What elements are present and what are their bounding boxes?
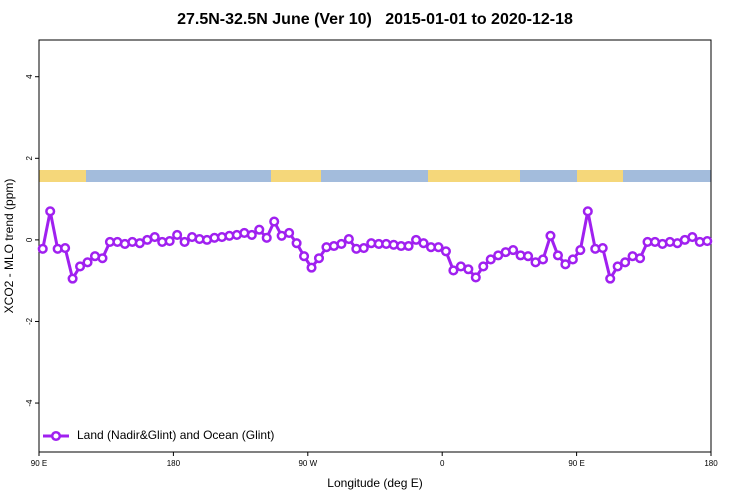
y-tick-label: -4: [25, 399, 34, 407]
point: [567, 254, 578, 265]
x-tick-label: 90 E: [31, 459, 47, 468]
x-tick-label: 90 W: [298, 459, 317, 468]
point: [82, 257, 93, 268]
point: [336, 238, 347, 250]
point: [597, 242, 608, 254]
point: [358, 242, 369, 254]
y-axis-label: XCO2 - MLO trend (ppm): [2, 179, 16, 314]
point: [537, 254, 549, 265]
land-band: [39, 170, 86, 182]
point: [605, 273, 616, 284]
y-tick-label: -2: [25, 317, 34, 325]
chart-title: 27.5N-32.5N June (Ver 10) 2015-01-01 to …: [177, 11, 573, 28]
point: [635, 253, 646, 264]
land-band: [428, 170, 520, 182]
x-tick-label: 180: [704, 459, 718, 468]
point: [440, 246, 451, 257]
point: [254, 224, 265, 235]
point: [149, 231, 160, 243]
point: [179, 236, 190, 247]
point: [448, 265, 459, 276]
land-ocean-strip: [39, 170, 711, 182]
x-axis-label: Longitude (deg E): [327, 476, 422, 490]
point: [552, 250, 563, 261]
x-tick-label: 90 E: [568, 459, 584, 468]
land-band: [271, 170, 321, 182]
point: [45, 206, 56, 217]
point: [343, 234, 354, 245]
y-tick-label: 2: [25, 156, 34, 161]
x-tick-label: 0: [440, 459, 445, 468]
point: [478, 261, 489, 272]
point: [261, 232, 272, 243]
y-tick-label: 0: [25, 237, 34, 242]
point: [37, 243, 48, 254]
legend-marker: [50, 430, 62, 442]
point: [575, 245, 586, 256]
point: [470, 272, 481, 283]
point: [485, 254, 496, 265]
point: [560, 259, 571, 270]
point: [246, 229, 257, 241]
point: [164, 236, 175, 247]
point: [172, 229, 183, 241]
point: [60, 242, 71, 254]
point: [508, 245, 519, 256]
point: [291, 238, 302, 249]
point: [545, 230, 556, 241]
y-tick-label: 4: [25, 74, 34, 79]
point: [523, 251, 534, 262]
point: [582, 206, 593, 217]
legend-label: Land (Nadir&Glint) and Ocean (Glint): [77, 428, 274, 442]
point: [299, 251, 310, 262]
point: [306, 262, 317, 273]
point: [313, 253, 325, 264]
point: [284, 227, 295, 238]
point: [75, 261, 86, 272]
point: [269, 216, 280, 227]
point: [620, 257, 631, 268]
point: [403, 240, 414, 252]
point: [433, 242, 444, 253]
point: [612, 261, 623, 272]
point: [67, 273, 78, 284]
x-tick-label: 180: [167, 459, 181, 468]
point: [463, 264, 474, 275]
point: [97, 253, 108, 264]
point: [687, 231, 698, 243]
ocean-band: [39, 170, 711, 182]
point: [702, 236, 713, 247]
point: [418, 238, 429, 249]
land-band: [577, 170, 623, 182]
